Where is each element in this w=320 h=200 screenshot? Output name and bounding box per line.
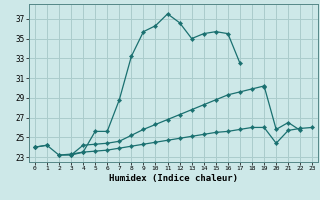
X-axis label: Humidex (Indice chaleur): Humidex (Indice chaleur): [109, 174, 238, 183]
